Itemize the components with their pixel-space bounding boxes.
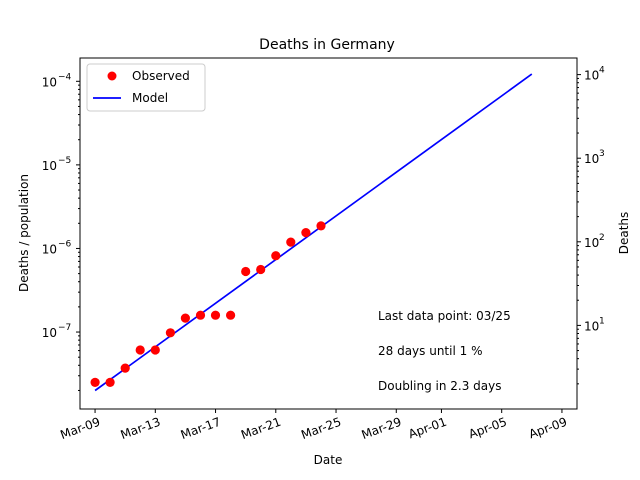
y-tick-label-left-3: 10 xyxy=(42,159,57,173)
data-point-observed-3 xyxy=(120,363,130,373)
data-point-observed-11 xyxy=(241,266,251,277)
annotation-doubling-time: Doubling in 2.3 days xyxy=(378,379,502,393)
data-point-observed-1 xyxy=(90,377,100,387)
y-tick-exponent-right-2: 2 xyxy=(599,233,605,243)
x-axis-label: Date xyxy=(314,453,343,467)
legend-label-model: Model xyxy=(132,91,168,105)
data-point-observed-6 xyxy=(165,328,175,338)
y-tick-exponent-left-2: −6 xyxy=(58,239,72,249)
y-tick-exponent-right-3: 3 xyxy=(599,149,605,159)
plot-frame xyxy=(79,57,578,410)
y-tick-exponent-left-3: −5 xyxy=(58,156,71,166)
data-point-observed-4 xyxy=(135,345,145,355)
data-point-observed-12 xyxy=(256,264,266,275)
series-line-model xyxy=(94,73,533,392)
y-tick-label-right-3: 10 xyxy=(584,152,599,166)
annotation-days-until: 28 days until 1 % xyxy=(378,344,482,358)
data-point-observed-5 xyxy=(150,345,160,355)
legend-label-observed: Observed xyxy=(132,69,190,83)
y-tick-label-left-4: 10 xyxy=(42,75,57,89)
data-point-observed-16 xyxy=(316,221,326,231)
legend: Observed Model xyxy=(86,63,206,112)
annotations: Last data point: 03/25 28 days until 1 %… xyxy=(378,309,511,393)
y-tick-label-right-2: 10 xyxy=(584,236,599,250)
y-axis-label-right: Deaths xyxy=(617,212,631,255)
y-tick-label-left-1: 10 xyxy=(42,326,57,340)
data-point-observed-15 xyxy=(301,228,311,238)
y-tick-label-left-2: 10 xyxy=(42,242,57,256)
legend-box xyxy=(86,63,206,112)
y-tick-exponent-left-4: −4 xyxy=(58,72,72,82)
chart-title: Deaths in Germany xyxy=(259,37,395,53)
y-tick-label-right-1: 10 xyxy=(584,319,599,333)
y-axis-left: 10−710−610−510−4 xyxy=(42,72,80,391)
y-axis-label-left: Deaths / population xyxy=(17,174,31,292)
data-point-observed-7 xyxy=(180,313,190,323)
y-tick-exponent-right-1: 1 xyxy=(599,316,605,326)
data-point-observed-14 xyxy=(286,237,296,247)
data-point-observed-10 xyxy=(226,310,236,320)
y-tick-label-right-4: 10 xyxy=(584,69,599,83)
y-tick-exponent-right-4: 4 xyxy=(599,66,605,76)
data-point-observed-2 xyxy=(105,377,115,387)
plot-area xyxy=(90,73,533,392)
data-point-observed-13 xyxy=(271,251,281,261)
legend-marker-observed xyxy=(107,71,117,81)
annotation-last-data-point: Last data point: 03/25 xyxy=(378,309,511,323)
y-tick-exponent-left-1: −7 xyxy=(58,323,71,333)
data-point-observed-8 xyxy=(195,310,206,320)
data-point-observed-9 xyxy=(210,310,221,320)
